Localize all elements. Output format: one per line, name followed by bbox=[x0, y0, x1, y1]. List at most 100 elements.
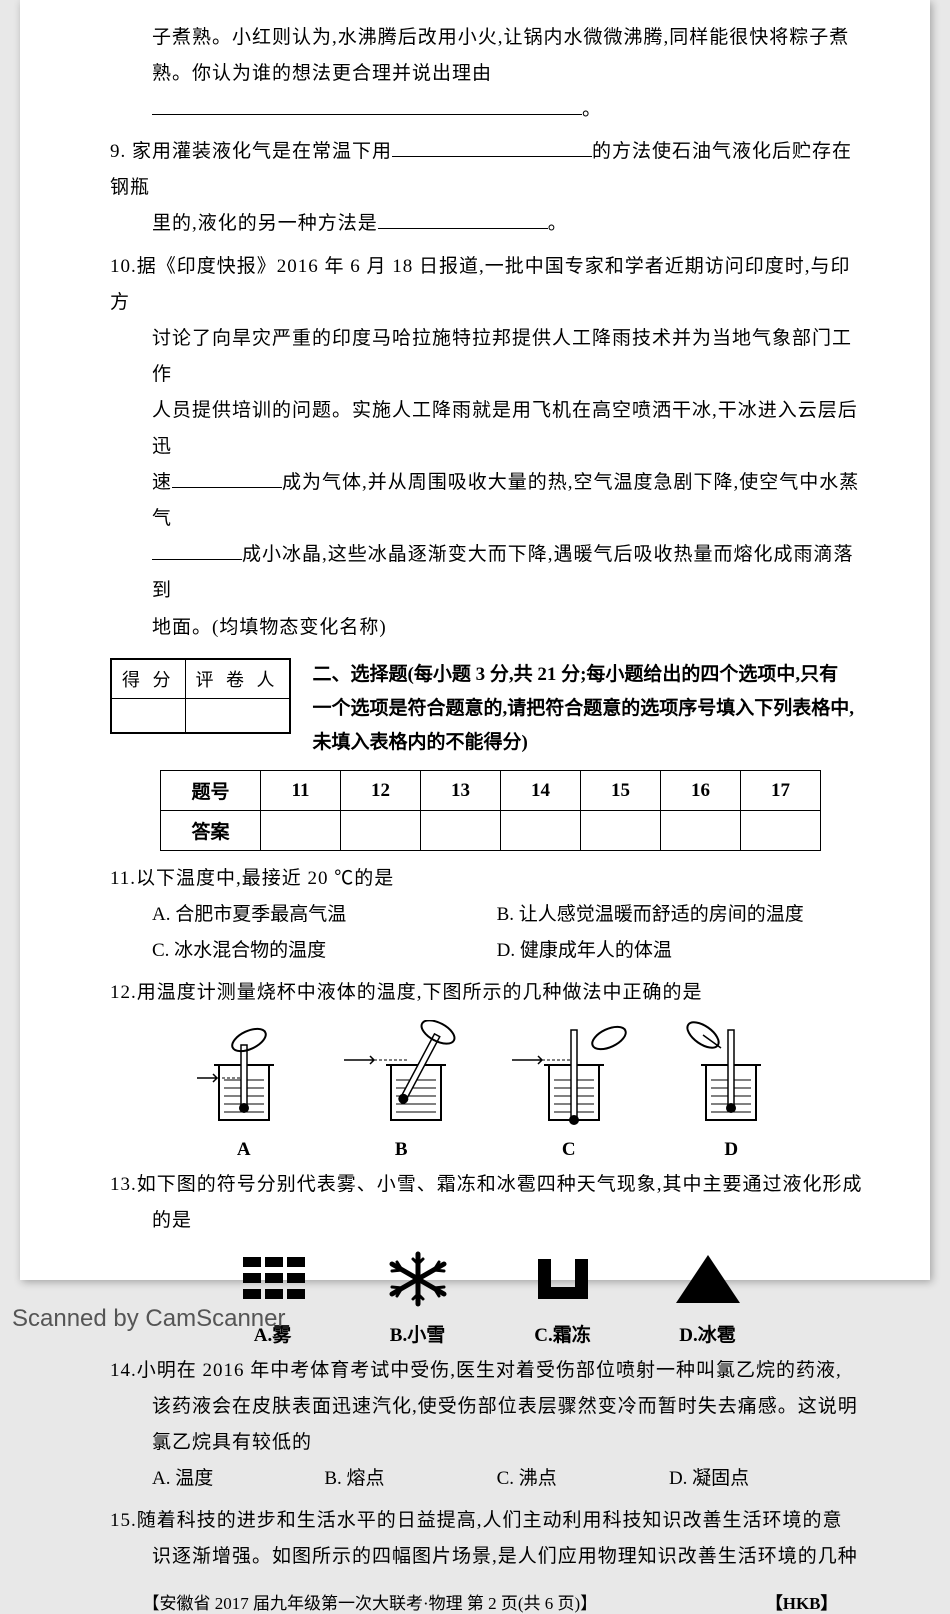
th-15: 15 bbox=[581, 771, 661, 811]
ans-12 bbox=[341, 811, 421, 851]
exam-page: 子煮熟。小红则认为,水沸腾后改用小火,让锅内水微微沸腾,同样能很快将粽子煮 熟。… bbox=[20, 0, 930, 1280]
q13-num: 13. bbox=[110, 1174, 137, 1195]
th-13: 13 bbox=[421, 771, 501, 811]
q12-num: 12. bbox=[110, 982, 137, 1003]
q9-blank1 bbox=[392, 134, 592, 157]
q12-label-B: B bbox=[336, 1139, 466, 1161]
q10-l4a: 速 bbox=[152, 472, 172, 493]
answer-header-row: 题号 11 12 13 14 15 16 17 bbox=[161, 771, 821, 811]
row-header: 答案 bbox=[161, 811, 261, 851]
q14-l2: 该药液会在皮肤表面迅速汽化,使受伤部位表层骤然变冷而暂时失去痛感。这说明 bbox=[110, 1389, 870, 1425]
q14-A: A. 温度 bbox=[152, 1461, 324, 1497]
q11-D: D. 健康成年人的体温 bbox=[497, 933, 842, 969]
th-14: 14 bbox=[501, 771, 581, 811]
q12-dg-C: C bbox=[504, 1020, 634, 1161]
q8-blank bbox=[152, 92, 582, 115]
score-box: 得 分 评 卷 人 bbox=[110, 658, 291, 734]
q9-blank2 bbox=[378, 207, 548, 230]
score-a: 得 分 bbox=[112, 659, 186, 698]
scanner-watermark: Scanned by CamScanner bbox=[12, 1305, 286, 1333]
q13: 13.如下图的符号分别代表雾、小雪、霜冻和冰雹四种天气现象,其中主要通过液化形成 bbox=[110, 1167, 870, 1203]
q11-A: A. 合肥市夏季最高气温 bbox=[152, 897, 497, 933]
footer-a: 【安徽省 2017 届九年级第一次大联考·物理 第 2 页(共 6 页)】 bbox=[142, 1594, 597, 1613]
fog-icon bbox=[233, 1249, 313, 1309]
q11: 11.以下温度中,最接近 20 ℃的是 bbox=[110, 861, 870, 897]
q10: 10.据《印度快报》2016 年 6 月 18 日报道,一批中国专家和学者近期访… bbox=[110, 249, 870, 321]
q13-w-B: B.小雪 bbox=[378, 1249, 458, 1347]
beaker-C-icon bbox=[504, 1020, 634, 1130]
q15-l1: 随着科技的进步和生活水平的日益提高,人们主动利用科技知识改善生活环境的意 bbox=[137, 1510, 843, 1531]
q10-l6: 地面。(均填物态变化名称) bbox=[110, 610, 870, 646]
q9-l2: 里的,液化的另一种方法是 。 bbox=[110, 206, 870, 242]
q15-l2: 识逐渐增强。如图所示的四幅图片场景,是人们应用物理知识改善生活环境的几种 bbox=[110, 1539, 870, 1575]
q12-label-C: C bbox=[504, 1139, 634, 1161]
th-12: 12 bbox=[341, 771, 421, 811]
answer-row: 答案 bbox=[161, 811, 821, 851]
q14-l1: 小明在 2016 年中考体育考试中受伤,医生对着受伤部位喷射一种叫氯乙烷的药液, bbox=[137, 1360, 842, 1381]
q14-B: B. 熔点 bbox=[324, 1461, 496, 1497]
q10-l3: 人员提供培训的问题。实施人工降雨就是用飞机在高空喷洒干冰,干冰进入云层后迅 bbox=[110, 393, 870, 465]
section2-title: 二、选择题(每小题 3 分,共 21 分;每小题给出的四个选项中,只有一个选项是… bbox=[295, 658, 855, 761]
ans-15 bbox=[581, 811, 661, 851]
score-b: 评 卷 人 bbox=[185, 659, 289, 698]
q14-l3: 氯乙烷具有较低的 bbox=[110, 1425, 870, 1461]
q10-l5: 成小冰晶,这些冰晶逐渐变大而下降,遇暖气后吸收热量而熔化成雨滴落到 bbox=[110, 537, 870, 609]
ans-13 bbox=[421, 811, 501, 851]
q15-num: 15. bbox=[110, 1510, 137, 1531]
q11-B: B. 让人感觉温暖而舒适的房间的温度 bbox=[497, 897, 842, 933]
hail-icon bbox=[668, 1249, 748, 1309]
th-16: 16 bbox=[661, 771, 741, 811]
q11-opts: A. 合肥市夏季最高气温 B. 让人感觉温暖而舒适的房间的温度 C. 冰水混合物… bbox=[110, 897, 870, 969]
q12-label-A: A bbox=[189, 1139, 299, 1161]
answer-table: 题号 11 12 13 14 15 16 17 答案 bbox=[160, 770, 821, 851]
snow-icon bbox=[378, 1249, 458, 1309]
frost-icon bbox=[523, 1249, 603, 1309]
q10-num: 10. bbox=[110, 256, 137, 277]
q13-B: B.小雪 bbox=[378, 1320, 458, 1347]
q8-line2: 熟。你认为谁的想法更合理并说出理由。 bbox=[110, 56, 870, 128]
q13-w-D: D.冰雹 bbox=[668, 1249, 748, 1347]
col-header: 题号 bbox=[161, 771, 261, 811]
q9-d: 。 bbox=[548, 213, 568, 234]
q12-dg-B: B bbox=[336, 1020, 466, 1161]
q8-text: 熟。你认为谁的想法更合理并说出理由 bbox=[152, 63, 492, 84]
q12: 12.用温度计测量烧杯中液体的温度,下图所示的几种做法中正确的是 bbox=[110, 975, 870, 1011]
q10-l2: 讨论了向旱灾严重的印度马哈拉施特拉邦提供人工降雨技术并为当地气象部门工作 bbox=[110, 321, 870, 393]
beaker-A-icon bbox=[189, 1020, 299, 1130]
beaker-D-icon bbox=[671, 1020, 791, 1130]
q9-c: 里的,液化的另一种方法是 bbox=[152, 213, 378, 234]
q14-opts: A. 温度 B. 熔点 C. 沸点 D. 凝固点 bbox=[110, 1461, 870, 1497]
q15: 15.随着科技的进步和生活水平的日益提高,人们主动利用科技知识改善生活环境的意 bbox=[110, 1503, 870, 1539]
q10-l1: 据《印度快报》2016 年 6 月 18 日报道,一批中国专家和学者近期访问印度… bbox=[110, 256, 851, 313]
q13-D: D.冰雹 bbox=[668, 1320, 748, 1347]
q13-C: C.霜冻 bbox=[523, 1320, 603, 1347]
q14-num: 14. bbox=[110, 1360, 137, 1381]
q11-C: C. 冰水混合物的温度 bbox=[152, 933, 497, 969]
q10-l4: 速成为气体,并从周围吸收大量的热,空气温度急剧下降,使空气中水蒸气 bbox=[110, 465, 870, 537]
th-11: 11 bbox=[261, 771, 341, 811]
footer-b: 【HKB】 bbox=[766, 1594, 838, 1613]
q12-stem: 用温度计测量烧杯中液体的温度,下图所示的几种做法中正确的是 bbox=[137, 982, 703, 1003]
q11-stem: 以下温度中,最接近 20 ℃的是 bbox=[136, 868, 394, 889]
page-footer: 【安徽省 2017 届九年级第一次大联考·物理 第 2 页(共 6 页)】 【H… bbox=[110, 1589, 870, 1614]
ans-11 bbox=[261, 811, 341, 851]
q9-num: 9. bbox=[110, 141, 126, 162]
q14: 14.小明在 2016 年中考体育考试中受伤,医生对着受伤部位喷射一种叫氯乙烷的… bbox=[110, 1353, 870, 1389]
q14-D: D. 凝固点 bbox=[669, 1461, 841, 1497]
ans-16 bbox=[661, 811, 741, 851]
q13-w-C: C.霜冻 bbox=[523, 1249, 603, 1347]
q12-dg-A: A bbox=[189, 1020, 299, 1161]
ans-14 bbox=[501, 811, 581, 851]
score-blank-a bbox=[112, 698, 186, 732]
q14-C: C. 沸点 bbox=[497, 1461, 669, 1497]
beaker-B-icon bbox=[336, 1020, 466, 1130]
q13-stem2: 的是 bbox=[110, 1203, 870, 1239]
th-17: 17 bbox=[741, 771, 821, 811]
q10-blank2 bbox=[152, 538, 242, 561]
q10-l5t: 成小冰晶,这些冰晶逐渐变大而下降,遇暖气后吸收热量而熔化成雨滴落到 bbox=[152, 544, 854, 601]
q12-dg-D: D bbox=[671, 1020, 791, 1161]
section2-header: 得 分 评 卷 人 二、选择题(每小题 3 分,共 21 分;每小题给出的四个选… bbox=[110, 658, 870, 761]
q9: 9. 家用灌装液化气是在常温下用的方法使石油气液化后贮存在钢瓶 bbox=[110, 134, 870, 206]
q12-diagrams: A B bbox=[110, 1012, 870, 1161]
q9-a: 家用灌装液化气是在常温下用 bbox=[132, 141, 392, 162]
